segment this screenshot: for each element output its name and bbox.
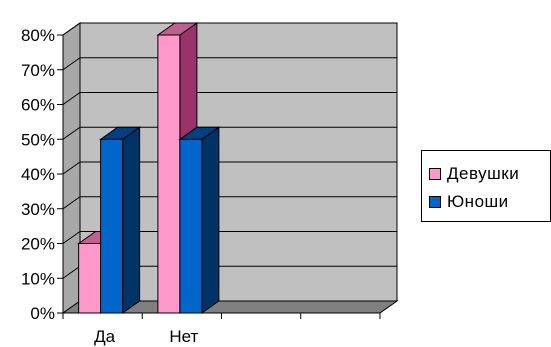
gridline-side <box>62 92 81 105</box>
bar-top <box>178 126 221 140</box>
x-tick-label: Нет <box>169 327 198 346</box>
bar-side <box>122 126 141 314</box>
gridline-side <box>62 265 81 279</box>
gridline-side <box>62 196 81 210</box>
y-tick-label: 60% <box>21 96 55 115</box>
y-tick-label: 0% <box>30 304 55 323</box>
y-tick-label: 20% <box>21 235 55 254</box>
gridline-side <box>62 22 81 36</box>
y-tick-label: 70% <box>21 61 55 80</box>
bar-side <box>201 126 220 314</box>
y-tick-label: 50% <box>21 130 55 149</box>
y-tick-label: 40% <box>21 165 55 184</box>
legend-item-yunoshi: Юноши <box>429 191 509 213</box>
legend-swatch-yunoshi <box>429 196 441 208</box>
legend-label-devushki: Девушки <box>447 164 520 183</box>
legend: Девушки Юноши <box>421 150 551 222</box>
y-tick-label: 10% <box>21 269 55 288</box>
legend-item-devushki: Девушки <box>429 163 519 185</box>
legend-swatch-devushki <box>429 168 441 180</box>
gridline-side <box>62 126 81 140</box>
bar <box>78 243 102 314</box>
bar <box>179 138 203 314</box>
y-tick-label: 30% <box>21 200 55 219</box>
gridline-side <box>62 161 81 175</box>
bar <box>157 34 181 314</box>
gridline-side <box>62 57 81 71</box>
bar <box>100 138 124 314</box>
bar-top <box>99 126 142 140</box>
legend-label-yunoshi: Юноши <box>447 192 509 211</box>
gridline-side <box>62 231 81 244</box>
x-tick-label: Да <box>94 327 116 346</box>
bar-top <box>156 22 199 36</box>
y-tick-label: 80% <box>21 26 55 45</box>
